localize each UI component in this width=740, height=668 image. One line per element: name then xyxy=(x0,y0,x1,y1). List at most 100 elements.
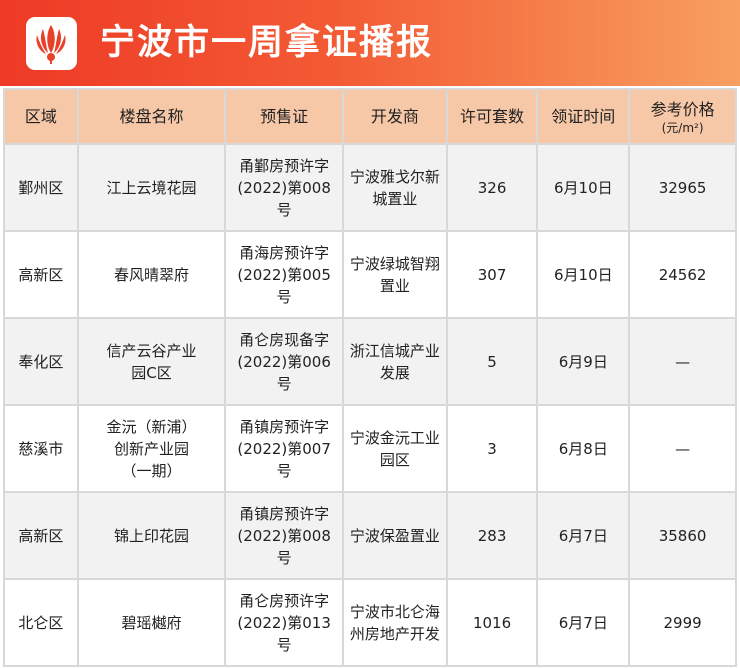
cell-project: 春风晴翠府 xyxy=(76,230,227,319)
cell-permit: 甬镇房预许字(2022)第007号 xyxy=(224,404,345,493)
col-units: 许可套数 xyxy=(445,88,539,145)
units-text: 3 xyxy=(487,439,497,458)
price-text: 24562 xyxy=(658,265,707,284)
table-row: 高新区 春风晴翠府 甬海房预许字(2022)第005号 宁波绿城智翔置业 307 6月10… xyxy=(3,230,737,319)
district-text: 高新区 xyxy=(18,265,64,284)
district-text: 奉化区 xyxy=(18,352,64,371)
price-text: 32965 xyxy=(658,178,707,197)
cell-date: 6月8日 xyxy=(536,404,631,493)
cell-district: 慈溪市 xyxy=(3,404,79,493)
table-row: 奉化区 信产云谷产业园C区 甬仑房现备字(2022)第006号 浙江信城产业发展 5 6月… xyxy=(3,317,737,406)
date-text: 6月7日 xyxy=(558,613,608,632)
cell-price: 24562 xyxy=(628,230,737,319)
cell-permit: 甬海房预许字(2022)第005号 xyxy=(224,230,345,319)
cell-price: — xyxy=(628,317,737,406)
cell-price: 2999 xyxy=(628,578,737,667)
price-text: 35860 xyxy=(658,526,707,545)
cell-developer: 宁波保盈置业 xyxy=(342,491,448,580)
project-text: 信产云谷产业园C区 xyxy=(106,341,197,382)
cell-permit: 甬仑房预许字(2022)第013号 xyxy=(224,578,345,667)
district-text: 鄞州区 xyxy=(18,178,64,197)
units-text: 326 xyxy=(477,178,507,197)
cell-permit: 甬镇房预许字(2022)第008号 xyxy=(224,491,345,580)
cell-date: 6月7日 xyxy=(536,578,631,667)
col-district: 区域 xyxy=(3,88,79,145)
district-text: 慈溪市 xyxy=(18,439,64,458)
cell-district: 高新区 xyxy=(3,491,79,580)
date-text: 6月10日 xyxy=(553,265,613,284)
cell-district: 奉化区 xyxy=(3,317,79,406)
district-text: 高新区 xyxy=(18,526,64,545)
developer-text: 宁波雅戈尔新城置业 xyxy=(349,167,440,208)
lotus-logo-icon xyxy=(26,17,77,70)
cell-district: 北仑区 xyxy=(3,578,79,667)
developer-text: 宁波保盈置业 xyxy=(349,526,440,545)
price-text: — xyxy=(675,352,691,371)
units-text: 1016 xyxy=(472,613,512,632)
cell-date: 6月7日 xyxy=(536,491,631,580)
developer-text: 宁波市北仑海州房地产开发 xyxy=(349,602,440,643)
col-date: 领证时间 xyxy=(536,88,631,145)
project-text: 江上云境花园 xyxy=(106,178,197,197)
cell-project: 信产云谷产业园C区 xyxy=(76,317,227,406)
cell-developer: 宁波金沅工业园区 xyxy=(342,404,448,493)
cell-developer: 宁波绿城智翔置业 xyxy=(342,230,448,319)
permit-text: 甬仑房预许字(2022)第013号 xyxy=(237,591,331,654)
cell-developer: 宁波雅戈尔新城置业 xyxy=(342,143,448,232)
cell-price: 32965 xyxy=(628,143,737,232)
units-text: 5 xyxy=(487,352,497,371)
col-project: 楼盘名称 xyxy=(76,88,227,145)
developer-text: 浙江信城产业发展 xyxy=(349,341,440,382)
project-text: 碧瑶樾府 xyxy=(121,613,182,632)
project-text: 锦上印花园 xyxy=(114,526,190,545)
units-text: 307 xyxy=(477,265,507,284)
date-text: 6月7日 xyxy=(558,526,608,545)
date-text: 6月10日 xyxy=(553,178,613,197)
cell-developer: 浙江信城产业发展 xyxy=(342,317,448,406)
price-unit: (元/m²) xyxy=(661,120,704,135)
cell-permit: 甬仑房现备字(2022)第006号 xyxy=(224,317,345,406)
table-row: 高新区 锦上印花园 甬镇房预许字(2022)第008号 宁波保盈置业 283 6月7日 35… xyxy=(3,491,737,580)
cell-project: 碧瑶樾府 xyxy=(76,578,227,667)
price-text: — xyxy=(675,439,691,458)
permit-text: 甬镇房预许字(2022)第007号 xyxy=(237,417,331,480)
permit-text: 甬鄞房预许字(2022)第008号 xyxy=(237,156,331,219)
cell-price: — xyxy=(628,404,737,493)
project-text: 金沅（新浦）创新产业园（一期） xyxy=(106,417,197,480)
col-permit: 预售证 xyxy=(224,88,345,145)
page-title: 宁波市一周拿证播报 xyxy=(100,23,434,63)
permit-text: 甬海房预许字(2022)第005号 xyxy=(237,243,331,306)
permit-table: 区域 楼盘名称 预售证 开发商 许可套数 领证时间 参考价格 (元/m²) 鄞州区… xyxy=(3,88,737,667)
col-price-label: 参考价格 xyxy=(650,99,715,119)
header-banner: 宁波市一周拿证播报 xyxy=(0,0,740,86)
cell-project: 金沅（新浦）创新产业园（一期） xyxy=(76,404,227,493)
cell-project: 江上云境花园 xyxy=(76,143,227,232)
cell-units: 283 xyxy=(445,491,539,580)
cell-date: 6月10日 xyxy=(536,143,631,232)
table-row: 北仑区 碧瑶樾府 甬仑房预许字(2022)第013号 宁波市北仑海州房地产开发 1016… xyxy=(3,578,737,667)
cell-date: 6月10日 xyxy=(536,230,631,319)
developer-text: 宁波金沅工业园区 xyxy=(349,428,440,469)
cell-district: 鄞州区 xyxy=(3,143,79,232)
date-text: 6月9日 xyxy=(558,352,608,371)
cell-date: 6月9日 xyxy=(536,317,631,406)
table-row: 慈溪市 金沅（新浦）创新产业园（一期） 甬镇房预许字(2022)第007号 宁波金沅工… xyxy=(3,404,737,493)
permit-text: 甬仑房现备字(2022)第006号 xyxy=(237,330,331,393)
price-text: 2999 xyxy=(663,613,702,632)
permit-text: 甬镇房预许字(2022)第008号 xyxy=(237,504,331,567)
units-text: 283 xyxy=(477,526,507,545)
cell-district: 高新区 xyxy=(3,230,79,319)
cell-developer: 宁波市北仑海州房地产开发 xyxy=(342,578,448,667)
table-row: 鄞州区 江上云境花园 甬鄞房预许字(2022)第008号 宁波雅戈尔新城置业 326 6月… xyxy=(3,143,737,232)
project-text: 春风晴翠府 xyxy=(114,265,190,284)
cell-project: 锦上印花园 xyxy=(76,491,227,580)
col-price: 参考价格 (元/m²) xyxy=(628,88,737,145)
developer-text: 宁波绿城智翔置业 xyxy=(349,254,440,295)
district-text: 北仑区 xyxy=(18,613,64,632)
col-developer: 开发商 xyxy=(342,88,448,145)
cell-units: 326 xyxy=(445,143,539,232)
cell-permit: 甬鄞房预许字(2022)第008号 xyxy=(224,143,345,232)
table-header-row: 区域 楼盘名称 预售证 开发商 许可套数 领证时间 参考价格 (元/m²) xyxy=(3,88,737,145)
cell-price: 35860 xyxy=(628,491,737,580)
cell-units: 3 xyxy=(445,404,539,493)
